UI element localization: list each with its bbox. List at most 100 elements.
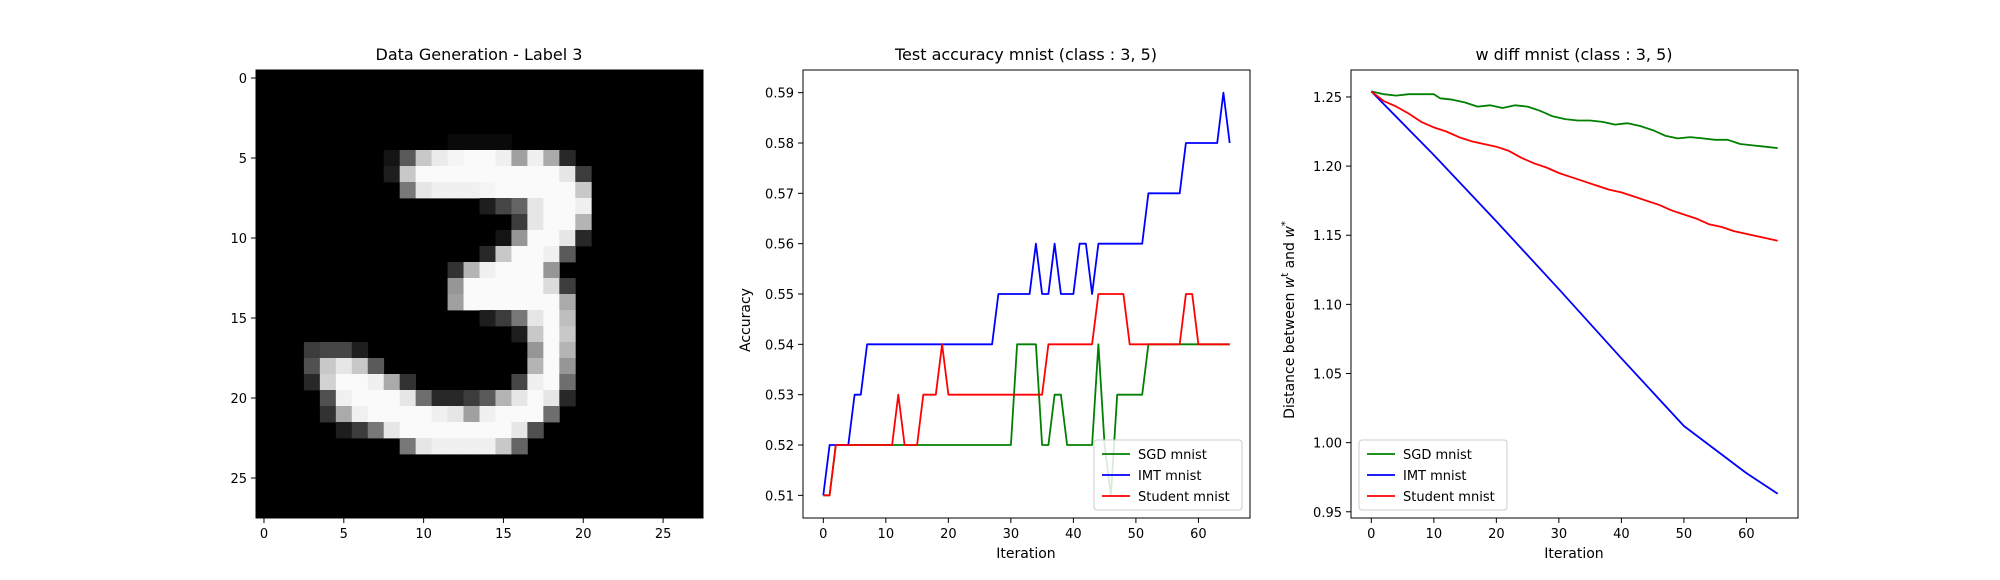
image-pixel — [527, 214, 544, 231]
panel-3-ytick-label: 1.20 — [1313, 160, 1342, 175]
image-pixel — [575, 166, 592, 183]
panel-test-accuracy: Test accuracy mnist (class : 3, 5) 0 10 20… — [738, 45, 1251, 562]
image-pixel — [479, 310, 496, 327]
image-pixel — [335, 342, 353, 359]
image-pixel — [479, 294, 496, 311]
panel-2-xlabel: Iteration — [996, 546, 1055, 562]
panel-2-xtick-label: 30 — [1003, 527, 1020, 542]
image-pixel — [415, 406, 433, 423]
image-pixel — [447, 294, 464, 311]
panel-3-xtick-label: 20 — [1488, 527, 1505, 542]
image-pixel — [479, 390, 496, 407]
image-pixel — [335, 406, 353, 423]
panel-2-legend-label: Student mnist — [1138, 490, 1230, 505]
panel-2-ytick-label: 0.55 — [765, 288, 794, 303]
image-pixel — [431, 150, 448, 167]
image-pixel — [543, 182, 560, 199]
image-pixel — [511, 150, 528, 167]
image-pixel — [575, 214, 592, 231]
image-pixel — [351, 358, 369, 375]
image-pixel — [559, 246, 576, 263]
image-pixel — [431, 438, 448, 455]
image-pixel — [335, 374, 353, 391]
image-pixel — [511, 182, 528, 199]
panel-2-legend-box — [1093, 439, 1243, 511]
image-pixel — [431, 390, 448, 407]
panel-3-ylabel: Distance between wt and w* — [1280, 221, 1298, 419]
panel-3-axes: 0 10 20 30 40 50 60 0.95 1.00 1.05 1.10 1.15 1.20 1.2… — [1313, 69, 1799, 542]
image-pixel — [495, 406, 512, 423]
image-pixel — [463, 406, 480, 423]
panel-1-frame — [255, 69, 704, 519]
image-pixel — [543, 230, 560, 247]
image-pixel — [463, 438, 480, 455]
image-pixel — [479, 198, 496, 215]
image-pixel — [511, 438, 528, 455]
image-pixel — [527, 310, 544, 327]
image-pixel — [367, 422, 385, 439]
image-pixel — [543, 342, 560, 359]
panel-3-legend-label: IMT mnist — [1403, 469, 1467, 484]
image-pixel — [367, 358, 385, 375]
image-pixel — [495, 422, 512, 439]
image-pixel — [527, 374, 544, 391]
image-pixel — [559, 198, 576, 215]
image-pixel — [479, 166, 496, 183]
panel-1-xtick-label: 0 — [260, 527, 268, 542]
panel-3-ytick-label: 1.15 — [1313, 229, 1342, 244]
image-pixel — [543, 374, 560, 391]
digit-image — [256, 70, 703, 518]
image-pixel — [495, 182, 512, 199]
image-pixel — [495, 246, 512, 263]
image-pixel — [543, 390, 560, 407]
image-pixel — [351, 342, 369, 359]
image-pixel — [447, 278, 464, 295]
image-pixel — [351, 422, 369, 439]
image-pixel — [511, 214, 528, 231]
panel-1-ytick-label: 10 — [230, 232, 247, 247]
image-pixel — [511, 406, 528, 423]
image-pixel — [431, 166, 448, 183]
image-pixel — [447, 390, 464, 407]
image-pixel — [383, 422, 401, 439]
panel-3-ytick-label: 1.10 — [1313, 298, 1342, 313]
panel-3-legend-label: Student mnist — [1403, 490, 1495, 505]
image-pixel — [399, 390, 417, 407]
panel-1-ytick-label: 25 — [230, 472, 247, 487]
image-pixel — [575, 198, 592, 215]
panel-2-ytick-label: 0.59 — [765, 87, 794, 102]
image-pixel — [367, 390, 385, 407]
image-pixel — [559, 182, 576, 199]
image-pixel — [543, 310, 560, 327]
image-pixel — [463, 182, 480, 199]
image-pixel — [399, 182, 417, 199]
image-pixel — [383, 406, 401, 423]
image-pixel — [415, 422, 433, 439]
image-pixel — [527, 262, 544, 279]
image-pixel — [543, 198, 560, 215]
image-pixel — [495, 134, 512, 151]
image-pixel — [463, 294, 480, 311]
image-pixel — [319, 374, 337, 391]
panel-3-series-line-1 — [1370, 90, 1779, 495]
panel-1-xtick-label: 5 — [340, 527, 348, 542]
image-pixel — [543, 278, 560, 295]
image-pixel — [479, 150, 496, 167]
image-pixel — [527, 358, 544, 375]
image-pixel — [559, 214, 576, 231]
image-pixel — [559, 358, 576, 375]
panel-data-generation: Data Generation - Label 3 0 5 10 15 20 25 0 5 10… — [230, 45, 704, 542]
panel-3-xtick-label: 10 — [1426, 527, 1443, 542]
image-pixel — [543, 166, 560, 183]
panel-3-ytick-label: 1.05 — [1313, 368, 1342, 383]
image-pixel — [479, 182, 496, 199]
panel-2-ytick-label: 0.57 — [765, 187, 794, 202]
image-pixel — [559, 342, 576, 359]
image-pixel — [479, 246, 496, 263]
image-pixel — [479, 262, 496, 279]
panel-1-ytick-label: 20 — [230, 392, 247, 407]
image-pixel — [511, 230, 528, 247]
panel-2-ytick-label: 0.51 — [765, 489, 794, 504]
image-pixel — [415, 390, 433, 407]
panel-1-ytick-label: 0 — [239, 72, 247, 87]
